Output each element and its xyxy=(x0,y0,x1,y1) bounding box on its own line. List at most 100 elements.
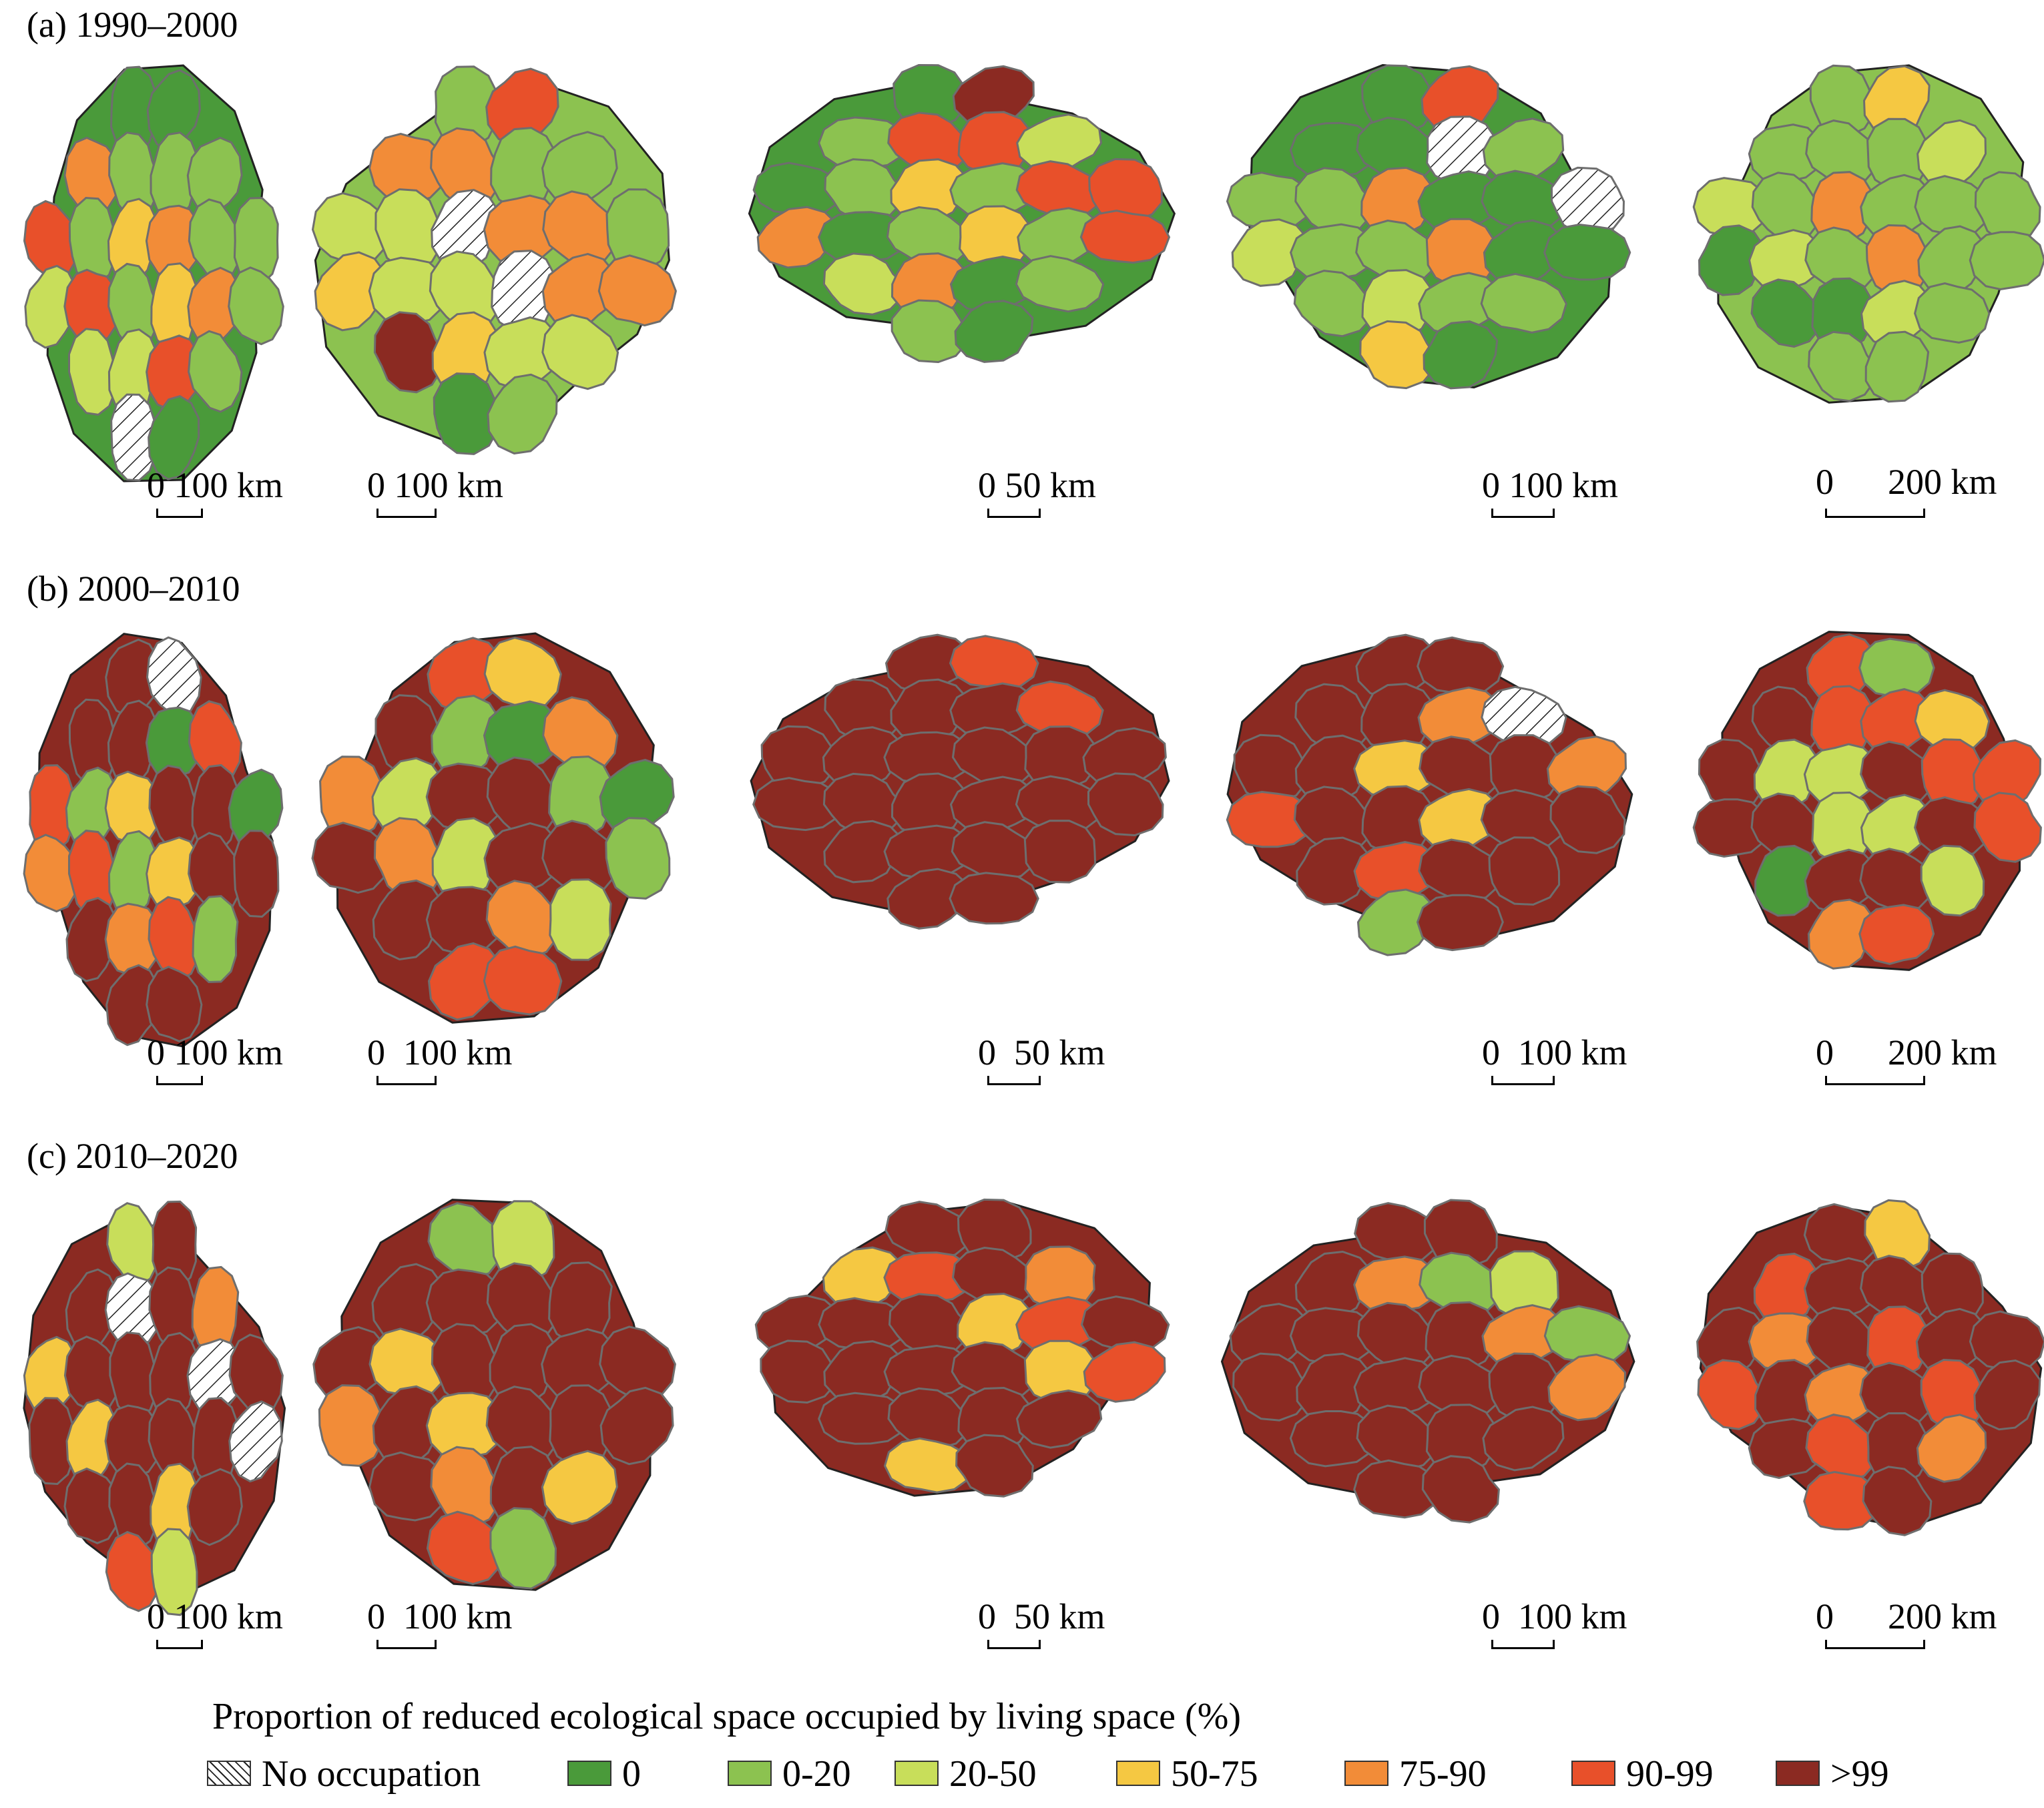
district-cell xyxy=(1803,1257,1879,1321)
district-cell xyxy=(146,965,203,1042)
district-cell xyxy=(883,1437,974,1494)
district-cell xyxy=(1748,123,1824,186)
district-cell xyxy=(68,328,117,416)
district-cell xyxy=(955,1434,1034,1498)
district-cell xyxy=(1015,1389,1103,1449)
region-map xyxy=(1226,63,1631,390)
district-cell xyxy=(1017,207,1101,268)
district-cell xyxy=(373,311,444,394)
district-cell xyxy=(1425,1301,1497,1371)
district-cell xyxy=(1417,636,1505,695)
scale-bar: 0 100 km xyxy=(1482,1598,1627,1649)
scale-line xyxy=(156,1640,203,1649)
district-cell xyxy=(489,1323,557,1406)
district-cell xyxy=(756,206,838,269)
district-cell xyxy=(1808,330,1876,402)
district-cell xyxy=(28,1397,75,1486)
district-cell xyxy=(597,254,677,327)
district-cell xyxy=(1973,792,2042,863)
district-cell xyxy=(1803,1470,1880,1531)
scale-label: 0 50 km xyxy=(978,465,1097,505)
legend-swatch xyxy=(1116,1761,1160,1786)
district-cell xyxy=(65,1398,118,1484)
region-map xyxy=(750,633,1170,930)
district-cell xyxy=(1480,272,1568,334)
scale-line xyxy=(1491,1640,1555,1649)
district-cell xyxy=(1232,1352,1309,1422)
district-cell xyxy=(1864,1199,1931,1271)
scale-bar: 0 200 km xyxy=(1816,462,1997,518)
district-cell xyxy=(1697,1359,1766,1430)
region-map xyxy=(1696,1199,2044,1536)
scale-label: 0 100 km xyxy=(367,465,504,505)
district-cell xyxy=(1866,1305,1928,1378)
district-cell xyxy=(1862,1466,1933,1536)
district-cell xyxy=(890,158,968,222)
district-cell xyxy=(1916,1414,1987,1483)
district-cell xyxy=(1423,320,1499,390)
district-cell xyxy=(1289,1410,1377,1468)
district-cell xyxy=(426,1510,505,1585)
district-cell xyxy=(24,264,78,349)
legend-label: 20-50 xyxy=(949,1753,1037,1795)
legend-swatch xyxy=(895,1761,939,1786)
district-cell xyxy=(818,1392,909,1445)
district-cell xyxy=(191,764,240,852)
scale-line xyxy=(987,1076,1041,1085)
scale-bar: 0 100 km xyxy=(147,1032,284,1085)
district-cell xyxy=(65,1268,119,1353)
district-cell xyxy=(1543,223,1631,281)
district-cell xyxy=(1698,224,1764,296)
district-cell xyxy=(752,777,843,832)
scale-label: 0 50 km xyxy=(978,1596,1105,1636)
legend-swatch xyxy=(1776,1761,1820,1786)
district-cell xyxy=(954,300,1034,363)
district-cell xyxy=(192,895,239,984)
scale-line xyxy=(1825,1076,1925,1085)
district-cell xyxy=(63,1467,121,1544)
district-cell xyxy=(1290,223,1377,283)
district-cell xyxy=(314,251,387,332)
region-map xyxy=(23,1200,286,1616)
scale-bar: 0 100 km xyxy=(367,1034,513,1085)
district-cell xyxy=(489,1507,557,1590)
district-cell xyxy=(541,253,617,330)
district-cell xyxy=(541,131,618,207)
district-cell xyxy=(949,776,1038,834)
district-cell xyxy=(105,1530,162,1612)
district-cell xyxy=(886,868,970,930)
region-map xyxy=(1692,64,2044,404)
scale-bar: 0 200 km xyxy=(1816,1598,1997,1649)
scale-line xyxy=(156,1076,203,1085)
district-cell xyxy=(1015,255,1105,313)
district-cell xyxy=(483,822,561,896)
district-cell xyxy=(1810,171,1874,243)
scale-line xyxy=(376,1640,437,1649)
panel-title-a: (a) 1990–2000 xyxy=(27,5,238,45)
district-cell xyxy=(823,820,903,884)
district-cell xyxy=(368,1451,448,1522)
scale-label: 0 100 km xyxy=(147,1032,284,1073)
district-cell xyxy=(1917,119,1987,189)
scale-label: 0 100 km xyxy=(147,465,284,505)
district-cell xyxy=(957,1292,1033,1357)
scale-label: 0 200 km xyxy=(1816,462,1997,502)
district-cell xyxy=(1860,688,1933,755)
legend-title: Proportion of reduced ecological space o… xyxy=(212,1696,1241,1737)
region-map xyxy=(311,632,675,1024)
district-cell xyxy=(318,1384,384,1467)
scale-line xyxy=(156,509,203,518)
district-cell xyxy=(427,942,503,1021)
legend-swatch xyxy=(567,1761,611,1786)
district-cell xyxy=(187,266,243,347)
district-cell xyxy=(1969,231,2044,291)
legend-label: 50-75 xyxy=(1171,1753,1258,1795)
district-cell xyxy=(1754,844,1819,917)
scale-label: 0 100 km xyxy=(147,1596,284,1636)
district-cell xyxy=(186,1468,243,1546)
district-cell xyxy=(1753,738,1820,810)
district-cell xyxy=(228,1400,283,1483)
district-cell xyxy=(1858,637,1935,697)
district-cell xyxy=(548,756,613,838)
legend-label: 0-20 xyxy=(782,1753,851,1795)
